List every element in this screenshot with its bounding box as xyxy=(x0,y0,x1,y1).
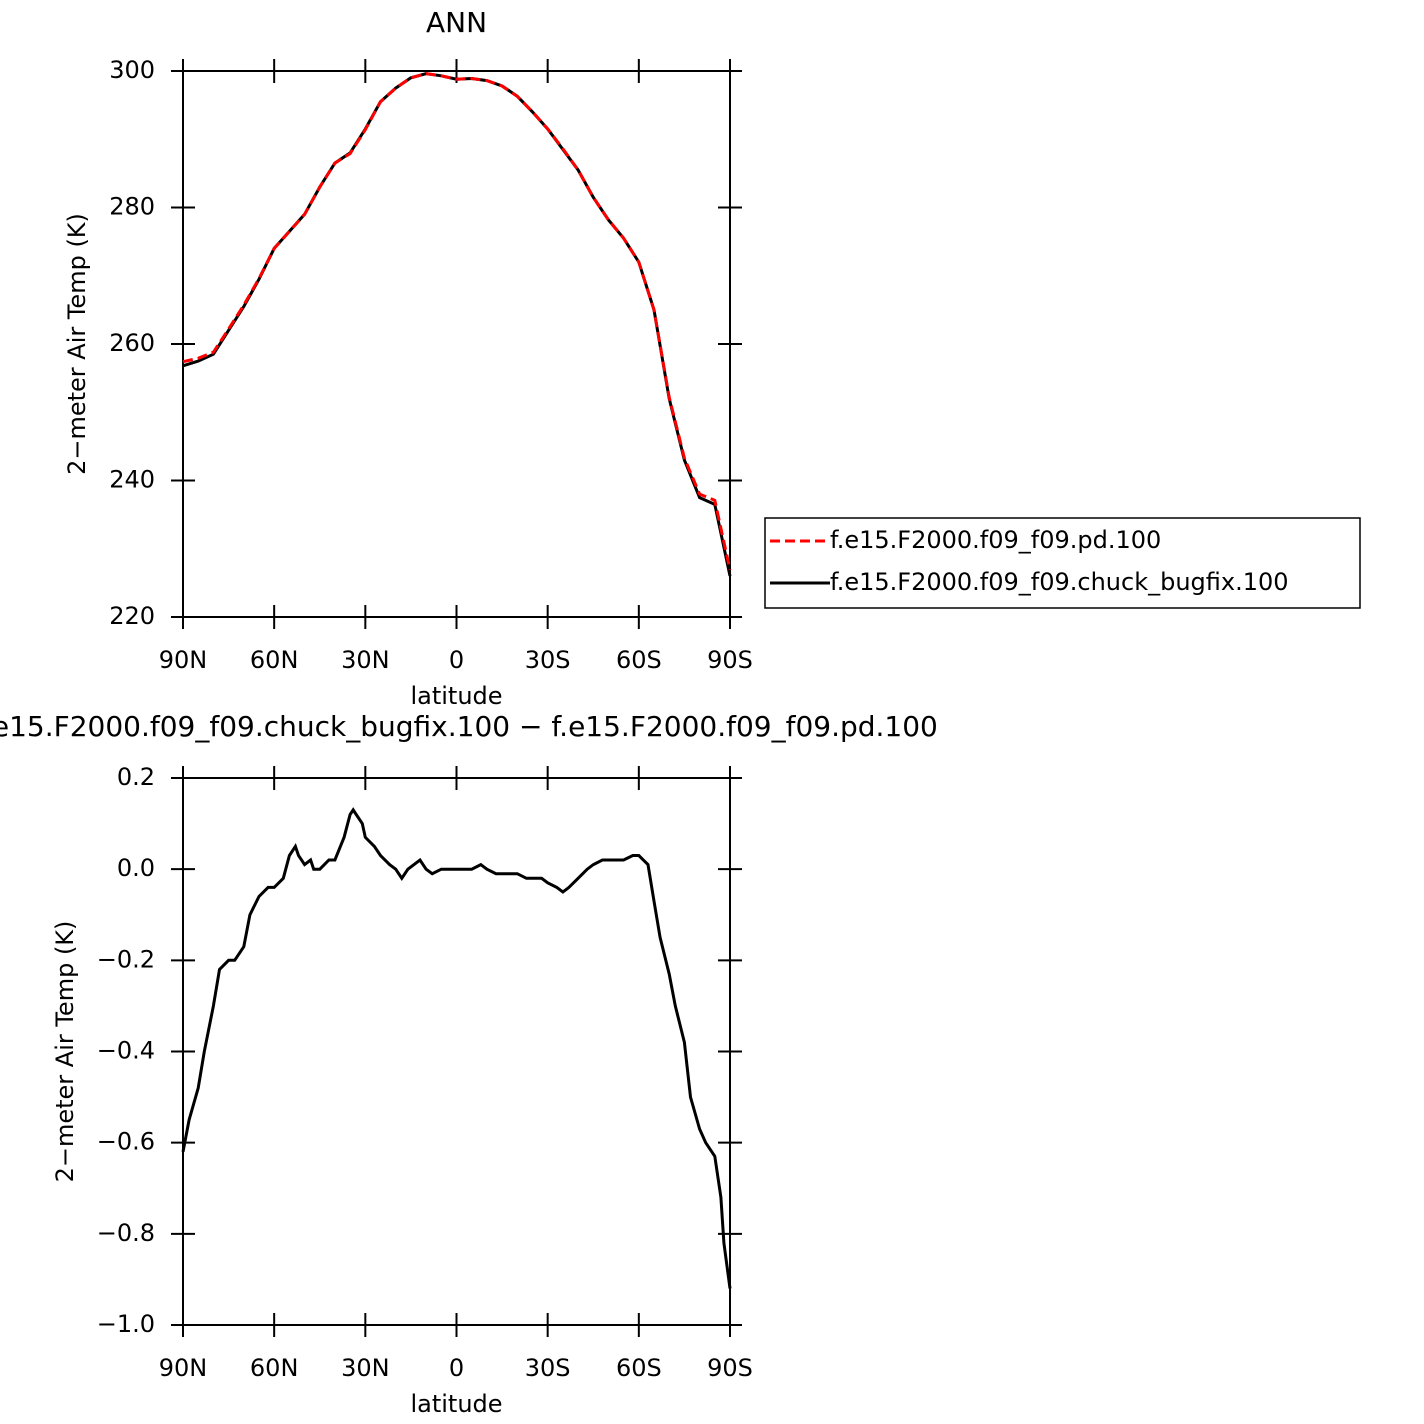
x-axis-label: latitude xyxy=(410,682,502,710)
x-tick-label: 90S xyxy=(707,1354,753,1382)
y-tick-label: 260 xyxy=(109,329,155,357)
x-tick-label: 90N xyxy=(159,1354,208,1382)
y-tick-label: 0.0 xyxy=(117,854,155,882)
x-tick-label: 60N xyxy=(250,646,299,674)
chart-title: ANN xyxy=(426,6,487,39)
x-tick-label: 90S xyxy=(707,646,753,674)
x-tick-label: 90N xyxy=(159,646,208,674)
x-axis-label: latitude xyxy=(410,1390,502,1418)
y-tick-label: −0.8 xyxy=(97,1219,155,1247)
y-tick-label: 280 xyxy=(109,193,155,221)
y-tick-label: −0.2 xyxy=(97,945,155,973)
x-tick-label: 0 xyxy=(449,646,464,674)
data-line xyxy=(181,807,732,1289)
y-axis-label: 2−meter Air Temp (K) xyxy=(63,213,91,475)
y-tick-label: −0.4 xyxy=(97,1037,155,1065)
y-axis-label: 2−meter Air Temp (K) xyxy=(51,921,79,1183)
y-tick-label: −0.6 xyxy=(97,1128,155,1156)
x-tick-label: 30S xyxy=(525,646,571,674)
x-tick-label: 60S xyxy=(616,1354,662,1382)
data-line xyxy=(182,72,732,571)
x-tick-label: 30N xyxy=(341,646,390,674)
chart-title: f.e15.F2000.f09_f09.chuck_bugfix.100 − f… xyxy=(0,710,938,743)
x-tick-label: 30N xyxy=(341,1354,390,1382)
y-tick-label: 300 xyxy=(109,56,155,84)
legend-label: f.e15.F2000.f09_f09.chuck_bugfix.100 xyxy=(830,568,1289,596)
legend-box xyxy=(764,517,1361,609)
x-tick-label: 60S xyxy=(616,646,662,674)
plot-frame xyxy=(182,777,731,1326)
x-tick-label: 30S xyxy=(525,1354,571,1382)
y-tick-label: 0.2 xyxy=(117,763,155,791)
data-line xyxy=(182,72,732,577)
plot-frame xyxy=(182,70,731,618)
y-tick-label: 240 xyxy=(109,466,155,494)
x-tick-label: 60N xyxy=(250,1354,299,1382)
y-tick-label: −1.0 xyxy=(97,1310,155,1338)
x-tick-label: 0 xyxy=(449,1354,464,1382)
legend-label: f.e15.F2000.f09_f09.pd.100 xyxy=(830,526,1161,554)
y-tick-label: 220 xyxy=(109,602,155,630)
